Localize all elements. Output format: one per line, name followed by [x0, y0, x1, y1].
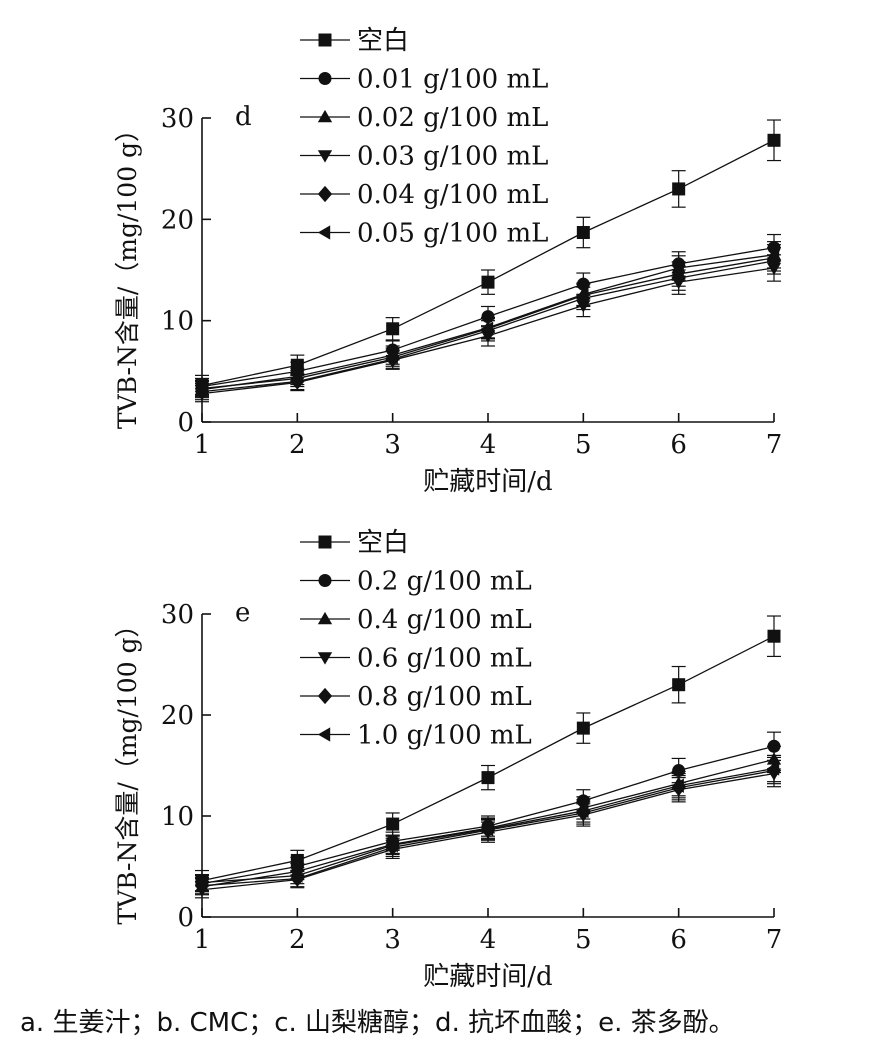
- data-point: [194, 381, 208, 396]
- legend-label: 0.8 g/100 mL: [357, 682, 532, 712]
- x-axis-title: 贮藏时间/d: [423, 962, 552, 992]
- x-tick-label: 3: [384, 430, 401, 460]
- legend-label: 0.05 g/100 mL: [357, 219, 548, 249]
- data-point: [671, 778, 684, 793]
- x-tick-label: 7: [766, 925, 783, 955]
- x-tick-label: 4: [480, 925, 497, 955]
- chart-panel-d: 0 10 20 30 1 2 3 4 5 6 7 贮藏时间/d TVB-N含量/（mg/100 g） d 空…: [113, 26, 782, 497]
- series-1: [195, 731, 781, 893]
- data-point: [576, 721, 590, 735]
- x-tick-label: 6: [670, 925, 687, 955]
- data-point: [481, 771, 495, 785]
- legend-label: 0.04 g/100 mL: [357, 180, 548, 210]
- y-tick-label: 30: [161, 600, 194, 630]
- data-point: [766, 250, 780, 265]
- legend-marker: [317, 109, 333, 123]
- y-axis-title: TVB-N含量/（mg/100 g）: [113, 117, 142, 429]
- x-tick-label: 1: [194, 430, 211, 460]
- legend-label: 0.4 g/100 mL: [357, 605, 532, 635]
- data-point: [767, 629, 781, 643]
- legend-marker: [317, 652, 333, 665]
- x-tick-label: 5: [575, 925, 592, 955]
- legend-marker: [318, 574, 332, 587]
- legend-marker: [318, 535, 332, 549]
- legend-label: 1.0 g/100 mL: [357, 721, 532, 751]
- legend-marker: [317, 225, 331, 240]
- legend-marker: [317, 727, 331, 742]
- legend-label: 0.02 g/100 mL: [357, 103, 548, 133]
- data-point: [386, 817, 400, 831]
- x-tick-label: 1: [194, 925, 211, 955]
- data-point: [194, 875, 208, 890]
- series-1: [195, 233, 781, 396]
- x-tick-label: 3: [384, 925, 401, 955]
- legend-label: 空白: [357, 528, 409, 558]
- x-tick-label: 2: [289, 430, 306, 460]
- legend-label: 0.2 g/100 mL: [357, 567, 532, 597]
- x-tick-label: 4: [480, 430, 497, 460]
- legend-label: 0.03 g/100 mL: [357, 142, 548, 172]
- data-point: [766, 761, 780, 776]
- data-point: [385, 838, 398, 853]
- legend-marker: [317, 185, 333, 203]
- y-tick-label: 20: [161, 205, 194, 235]
- data-point: [290, 868, 303, 883]
- data-point: [480, 321, 494, 336]
- panel-label: e: [235, 598, 250, 628]
- data-point: [290, 371, 303, 386]
- y-tick-label: 0: [177, 408, 194, 438]
- data-point: [386, 322, 400, 336]
- x-tick-label: 2: [289, 925, 306, 955]
- legend-label: 0.01 g/100 mL: [357, 65, 548, 95]
- data-point: [481, 310, 495, 324]
- data-point: [671, 266, 684, 282]
- x-tick-label: 7: [766, 430, 783, 460]
- data-point: [672, 678, 686, 692]
- x-tick-label: 6: [670, 430, 687, 460]
- x-axis-title: 贮藏时间/d: [423, 467, 552, 497]
- y-tick-label: 30: [161, 104, 194, 134]
- legend-label: 空白: [357, 26, 409, 56]
- legend: 空白 0.01 g/100 mL 0.02 g/100 mL 0.03 g/100 m…: [300, 26, 548, 249]
- y-tick-label: 10: [161, 802, 194, 832]
- series-5: [194, 244, 781, 398]
- legend-marker: [318, 33, 332, 47]
- data-point: [576, 288, 589, 303]
- panel-label: d: [235, 102, 252, 132]
- data-point: [576, 226, 590, 240]
- data-point: [576, 803, 589, 819]
- series-5: [194, 754, 781, 892]
- y-tick-label: 10: [161, 307, 194, 337]
- y-axis-title: TVB-N含量/（mg/100 g）: [113, 612, 142, 924]
- data-point: [385, 349, 398, 365]
- legend-marker: [317, 687, 333, 705]
- legend-label: 0.6 g/100 mL: [357, 644, 532, 674]
- y-tick-label: 20: [161, 701, 194, 731]
- data-point: [480, 821, 494, 837]
- x-tick-label: 5: [575, 430, 592, 460]
- data-point: [481, 275, 495, 289]
- legend-marker: [317, 150, 333, 163]
- chart-panel-e: 0 10 20 30 1 2 3 4 5 6 7 贮藏时间/d TVB-N含量/（mg/100 g） e 空…: [113, 528, 782, 992]
- legend: 空白 0.2 g/100 mL 0.4 g/100 mL 0.6 g/100 mL 0.…: [300, 528, 532, 751]
- figure-caption: a. 生姜汁；b. CMC；c. 山梨糖醇；d. 抗坏血酸；e. 茶多酚。: [20, 1008, 735, 1038]
- data-point: [767, 133, 781, 147]
- legend-marker: [317, 611, 333, 625]
- data-point: [672, 182, 686, 196]
- y-tick-label: 0: [177, 903, 194, 933]
- legend-marker: [318, 72, 332, 85]
